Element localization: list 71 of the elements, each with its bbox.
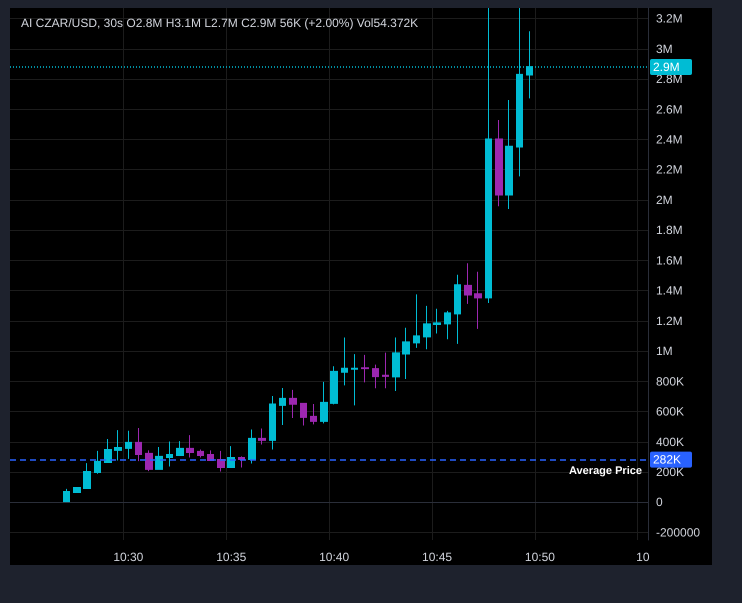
text: AI CZAR/USD, 30s O2.8M H3.1M L2.7M C2.9M 56K (+2.00%) Vol54.372K — [21, 16, 418, 30]
y-tick-label: 2.2M — [656, 162, 683, 177]
candlestick — [125, 430, 132, 460]
candlestick — [217, 450, 225, 472]
candlestick — [433, 308, 441, 334]
candlestick — [279, 387, 286, 426]
candlestick — [269, 395, 276, 450]
candlestick — [238, 456, 245, 468]
candlestick — [63, 488, 70, 502]
y-tick-label: 400K — [656, 434, 684, 449]
y-tick-label: 800K — [656, 374, 684, 388]
candlestick — [495, 119, 503, 207]
candlestick — [372, 364, 379, 389]
candlestick — [310, 403, 317, 425]
candlestick — [423, 305, 431, 350]
x-tick-label: 10:30 — [113, 550, 144, 564]
y-tick-label: 1.2M — [656, 314, 683, 328]
candlestick — [248, 429, 256, 464]
candlestick — [464, 262, 472, 304]
candlestick — [454, 274, 461, 344]
x-tick-label: 10:40 — [319, 550, 350, 564]
candlestick — [186, 434, 194, 458]
y-tick-label: 200K — [656, 464, 684, 479]
y-tick-label: 3.2M — [656, 12, 683, 26]
candlestick — [73, 487, 81, 494]
y-tick-label: 2.8M — [656, 72, 683, 86]
x-tick-label: 10:45 — [422, 550, 452, 564]
candlestick — [361, 354, 369, 383]
text: 2.9M — [653, 60, 680, 74]
candlestick — [135, 428, 142, 462]
candlestick — [289, 389, 297, 419]
candlestick — [94, 450, 101, 474]
candlestick — [207, 450, 214, 461]
y-tick-label: 1.6M — [656, 253, 683, 268]
ref-line-label: Average Price — [569, 465, 642, 478]
candlestick — [392, 336, 400, 392]
candlestick — [166, 440, 173, 468]
candlestick — [83, 462, 91, 489]
y-tick-label: 2.6M — [656, 102, 683, 116]
candlestick — [444, 310, 451, 340]
candlestick — [155, 446, 163, 470]
x-tick-label: 10:35 — [216, 550, 247, 564]
y-tick-label: 0 — [656, 495, 663, 510]
x-tick-label: 10 — [636, 550, 650, 564]
candlestick — [505, 100, 513, 210]
candlestick — [474, 271, 482, 330]
candlestick — [351, 354, 358, 406]
candlestick — [300, 402, 307, 426]
text: 282K — [653, 452, 682, 467]
y-tick-label: 3M — [656, 42, 673, 56]
y-tick-label: -200000 — [656, 525, 700, 540]
candlestick — [227, 446, 235, 468]
candlestick — [320, 381, 328, 424]
candlestick — [341, 336, 348, 386]
y-tick-label: 2.4M — [656, 132, 683, 146]
candlestick — [114, 430, 122, 461]
y-tick-label: 1.4M — [656, 284, 683, 298]
y-tick-label: 2M — [656, 192, 673, 207]
y-tick-label: 600K — [656, 404, 684, 419]
candlestick — [197, 448, 204, 458]
candlestick — [145, 450, 153, 472]
candlestick — [330, 366, 338, 405]
candlestick — [176, 440, 184, 456]
y-tick-label: 1.8M — [656, 223, 683, 238]
y-tick-label: 1M — [656, 344, 673, 358]
candlestick — [258, 428, 266, 445]
candlestick — [413, 294, 420, 348]
candlestick — [402, 327, 410, 380]
x-tick-label: 10:50 — [524, 550, 556, 564]
candlestick — [104, 438, 112, 463]
candlestick — [382, 352, 389, 389]
